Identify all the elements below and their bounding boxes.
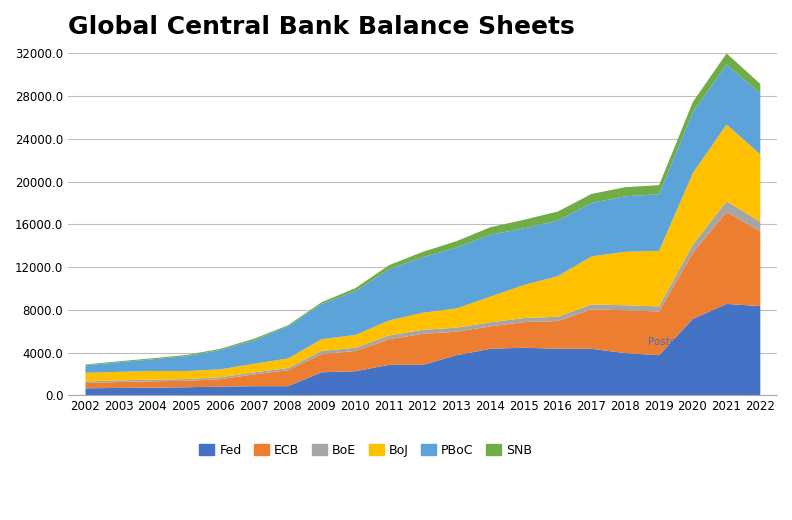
Text: ISABELNET.com: ISABELNET.com [637, 356, 740, 369]
Legend: Fed, ECB, BoE, BoJ, PBoC, SNB: Fed, ECB, BoE, BoJ, PBoC, SNB [195, 439, 537, 462]
Text: Posted on: Posted on [649, 337, 699, 347]
Text: Global Central Bank Balance Sheets: Global Central Bank Balance Sheets [68, 15, 575, 39]
